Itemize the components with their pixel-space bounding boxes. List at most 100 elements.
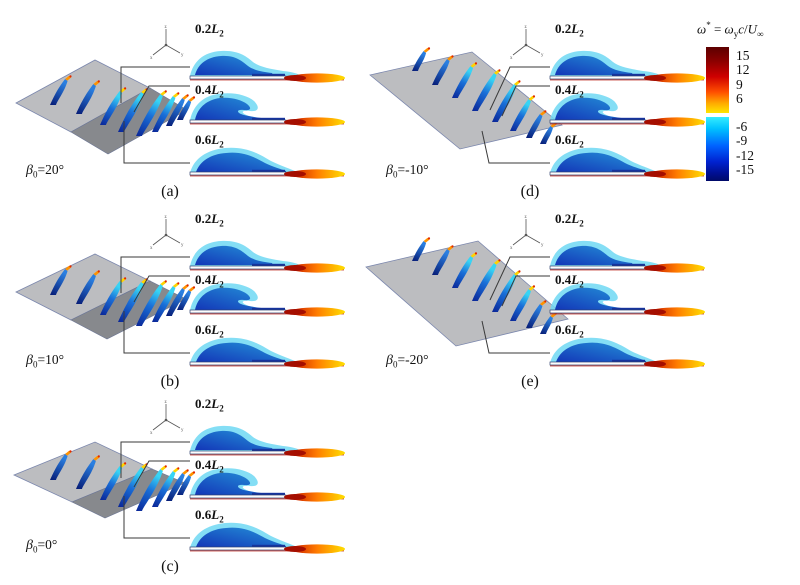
slice-plot — [549, 283, 705, 317]
wake-streak-root — [284, 265, 306, 271]
vortex-blob-core — [556, 152, 646, 172]
slice-plot — [189, 468, 345, 502]
plate-section — [189, 309, 287, 314]
panel-e: z x y 0.2L2 0 — [360, 205, 720, 400]
axis-z-label: z — [165, 25, 168, 30]
vortex-streak — [510, 289, 532, 321]
beta-label: β0=-20° — [386, 352, 429, 370]
colorbar-positive-ticks: 15 12 9 6 — [736, 47, 750, 113]
streak-tip-icon — [177, 282, 180, 285]
axis-triad: z x y — [510, 215, 544, 251]
plate-section — [189, 494, 287, 499]
boundary-layer-strip — [612, 73, 645, 77]
leader-line — [123, 311, 190, 354]
panel-b: z x y 0.2L2 0 — [0, 205, 360, 400]
slice-label-02: 0.2L2 — [195, 21, 224, 39]
axis-x-label: x — [510, 246, 513, 251]
wing-and-slices-art: z x y — [15, 25, 345, 179]
wake-streak-root — [284, 75, 306, 81]
wake-streak-root — [284, 450, 306, 456]
vortex-streak — [412, 51, 427, 71]
leader-line — [133, 275, 190, 303]
vortex-blob-core — [555, 97, 630, 120]
vortex-streak — [432, 249, 450, 275]
wake-streak — [289, 307, 345, 317]
colorbar-tick: 6 — [736, 91, 743, 107]
wake-streak — [649, 169, 705, 179]
boundary-layer-strip — [252, 544, 285, 548]
streak-tip-icon — [427, 47, 431, 50]
boundary-layer-strip — [612, 359, 645, 363]
streak-tip-icon — [186, 284, 189, 287]
axis-x-label: x — [150, 246, 153, 251]
vortex-blob-core — [195, 430, 273, 450]
vortex-streak — [152, 286, 176, 322]
wake-streak — [289, 263, 345, 273]
slice-plot — [189, 425, 345, 458]
slice-label-04: 0.4L2 — [195, 272, 224, 290]
vortex-blob-core — [556, 342, 646, 362]
panel-letter: (b) — [160, 373, 180, 390]
streak-tip-icon — [97, 80, 100, 83]
panel-letter: (d) — [520, 183, 540, 200]
leader-line — [501, 275, 550, 307]
colorbar-tick: 12 — [736, 62, 750, 78]
streak-tip-icon — [97, 455, 100, 458]
vortex-streak — [177, 290, 192, 310]
plate-section — [549, 265, 647, 270]
colorbar-tick: 15 — [736, 47, 750, 63]
beta-label: β0=20° — [26, 162, 64, 180]
streak-tip-icon — [518, 80, 521, 83]
vortex-streak — [76, 274, 96, 304]
vortex-blob-core — [555, 55, 633, 75]
boundary-layer-strip — [612, 263, 645, 267]
leader-line — [481, 320, 550, 354]
vortex-streak — [76, 84, 96, 114]
vortex-streak — [100, 281, 123, 315]
streak-tip-icon — [192, 96, 196, 99]
vortex-blob-core — [195, 287, 270, 310]
streak-tip-icon — [498, 259, 501, 262]
panel-a: z x y 0.2L2 0 — [0, 15, 360, 210]
boundary-layer-strip — [252, 73, 285, 77]
leader-line — [133, 85, 190, 113]
vortex-blob-core — [555, 287, 630, 310]
slice-label-04: 0.4L2 — [555, 82, 584, 100]
leader-line — [120, 441, 190, 478]
wake-streak — [649, 117, 705, 127]
wake-streak-root — [644, 75, 666, 81]
slice-label-06: 0.6L2 — [195, 507, 224, 525]
plate-section — [189, 361, 287, 366]
slice-label-04: 0.4L2 — [555, 272, 584, 290]
axis-triad: z x y — [150, 400, 184, 436]
leader-line — [123, 121, 190, 164]
vortex-streak — [526, 304, 543, 328]
slice-label-04: 0.4L2 — [195, 457, 224, 475]
slice-plot — [549, 337, 705, 369]
boundary-layer-strip — [252, 492, 285, 496]
boundary-layer-strip — [252, 448, 285, 452]
boundary-layer-strip — [612, 307, 645, 311]
slice-label-06: 0.6L2 — [195, 322, 224, 340]
boundary-layer-strip — [252, 307, 285, 311]
leader-line — [481, 130, 550, 164]
boundary-layer-strip — [252, 169, 285, 173]
vortex-streak — [50, 454, 68, 480]
panel-letter: (c) — [161, 558, 179, 575]
streak-tip-icon — [532, 285, 536, 288]
plate-section — [189, 265, 287, 270]
leader-line — [123, 496, 190, 539]
slice-plot — [549, 240, 705, 273]
slice-plot — [549, 147, 705, 179]
wake-streak — [649, 263, 705, 273]
slice-label-06: 0.6L2 — [195, 132, 224, 150]
slice-label-02: 0.2L2 — [555, 21, 584, 39]
colorbar-negative-bar — [706, 116, 729, 181]
slice-plot — [189, 337, 345, 369]
vortex-streak — [177, 475, 192, 495]
slice-label-02: 0.2L2 — [195, 211, 224, 229]
vortex-blob-core — [196, 152, 286, 172]
streak-tip-icon — [192, 471, 196, 474]
axis-z-label: z — [165, 215, 168, 220]
